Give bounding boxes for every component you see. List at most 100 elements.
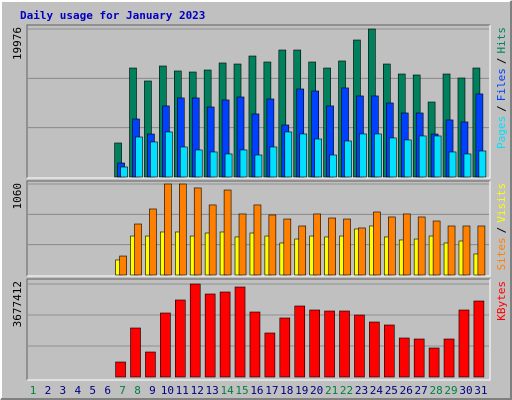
bar <box>299 133 308 178</box>
bar <box>418 135 427 178</box>
x-tick-label: 26 <box>400 384 413 397</box>
bar <box>473 300 485 378</box>
bar <box>279 317 291 378</box>
x-tick-label: 10 <box>161 384 174 397</box>
plot-frame-dark <box>26 180 490 276</box>
x-tick-label: 21 <box>325 384 338 397</box>
x-tick-label: 19 <box>295 384 308 397</box>
bar <box>130 327 141 378</box>
x-tick-label: 11 <box>176 384 189 397</box>
x-tick-label: 4 <box>74 384 81 397</box>
bar <box>150 141 158 178</box>
bar <box>223 189 232 276</box>
legend-entry: Visits <box>495 183 508 223</box>
bar <box>463 153 472 178</box>
bar <box>284 131 293 178</box>
legend-separator: / <box>495 227 508 234</box>
bar <box>294 305 306 378</box>
x-tick-label: 17 <box>265 384 278 397</box>
bar <box>134 223 142 276</box>
bar <box>145 351 156 378</box>
bar <box>180 146 188 178</box>
bar <box>478 150 487 178</box>
bar <box>175 299 186 378</box>
bar <box>458 309 470 378</box>
bar <box>384 324 395 378</box>
bar <box>189 283 201 378</box>
x-tick-label: 2 <box>45 384 52 397</box>
x-tick-label: 1 <box>30 384 37 397</box>
x-tick-label: 29 <box>444 384 457 397</box>
bar <box>344 140 352 178</box>
x-tick-label: 30 <box>459 384 472 397</box>
bar <box>219 291 231 378</box>
bar <box>398 337 410 378</box>
bar <box>165 131 173 178</box>
x-tick-label: 9 <box>149 384 156 397</box>
bar <box>160 312 171 378</box>
y-tick-label: 1060 <box>11 183 24 210</box>
x-tick-label: 12 <box>191 384 204 397</box>
bar <box>432 220 441 276</box>
bar <box>298 225 307 276</box>
bar <box>403 139 412 178</box>
legend-separator: / <box>495 58 508 65</box>
bar <box>433 135 442 178</box>
x-tick-label: 14 <box>220 384 234 397</box>
bar <box>149 208 157 276</box>
chart-title: Daily usage for January 2023 <box>20 9 205 22</box>
y-tick-label: 3677412 <box>11 281 24 327</box>
bar <box>447 225 456 276</box>
bar <box>329 154 337 178</box>
bar <box>249 311 261 378</box>
x-tick-label: 13 <box>206 384 219 397</box>
x-tick-label: 15 <box>235 384 248 397</box>
bar <box>253 204 262 276</box>
x-tick-label: 27 <box>415 384 428 397</box>
bar <box>354 314 365 378</box>
bar <box>204 293 216 378</box>
legend-entry: KBytes <box>495 281 508 321</box>
bar <box>428 347 440 378</box>
bar <box>268 214 277 276</box>
plot-frame-light <box>27 25 491 179</box>
x-tick-label: 8 <box>134 384 141 397</box>
bar <box>194 149 203 178</box>
bar <box>135 136 143 178</box>
legend: Pages / Files / Hits <box>495 27 508 149</box>
bar <box>209 151 218 178</box>
x-tick-label: 18 <box>280 384 293 397</box>
bar <box>120 166 128 178</box>
bar <box>402 213 411 276</box>
y-tick-label: 19976 <box>11 27 24 60</box>
bar <box>339 310 350 378</box>
bar <box>239 149 248 178</box>
legend-entry: Sites <box>495 237 508 270</box>
bar <box>314 138 322 178</box>
x-tick-label: 16 <box>250 384 263 397</box>
bar <box>388 216 396 276</box>
x-tick-label: 5 <box>89 384 96 397</box>
bar <box>328 217 336 276</box>
legend-entry: Pages <box>495 116 508 149</box>
legend-separator: / <box>495 105 508 112</box>
bar <box>413 338 425 378</box>
plot-frame-dark <box>26 24 490 178</box>
bar <box>254 154 263 178</box>
bar <box>389 137 397 178</box>
bar <box>477 225 486 276</box>
x-tick-label: 23 <box>355 384 368 397</box>
plot-frame-light <box>27 181 491 277</box>
bar <box>179 183 187 276</box>
bar <box>208 204 217 276</box>
x-tick-label: 22 <box>340 384 353 397</box>
x-tick-label: 20 <box>310 384 323 397</box>
bar <box>193 187 202 276</box>
legend-entry: Hits <box>495 27 508 54</box>
bar <box>462 225 471 276</box>
plot-frame-light <box>27 279 491 381</box>
x-tick-label: 3 <box>60 384 67 397</box>
